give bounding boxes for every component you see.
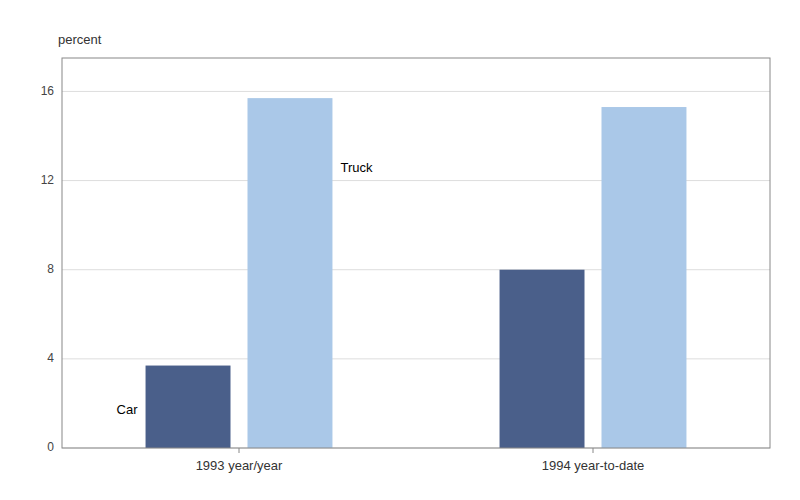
y-tick-label: 8 xyxy=(47,262,54,276)
bar xyxy=(601,107,686,448)
series-label: Truck xyxy=(340,160,373,175)
chart-svg: 0 4 8 12 16 1993 year/year 1994 year-to-date pe… xyxy=(0,0,800,500)
y-tick-label: 12 xyxy=(41,173,55,187)
y-tick-label: 0 xyxy=(47,440,54,454)
bar xyxy=(247,98,332,448)
grid xyxy=(62,91,770,448)
y-tick-label: 16 xyxy=(41,84,55,98)
x-tick xyxy=(239,448,240,453)
x-tick xyxy=(593,448,594,453)
x-tick-label: 1994 year-to-date xyxy=(542,458,645,473)
series-label: Car xyxy=(117,402,139,417)
x-tick-label: 1993 year/year xyxy=(196,458,283,473)
grid-line xyxy=(62,91,770,92)
bars xyxy=(146,98,687,448)
bar xyxy=(146,366,231,448)
y-axis-label: percent xyxy=(58,32,102,47)
chart-container: 0 4 8 12 16 1993 year/year 1994 year-to-date pe… xyxy=(0,0,800,500)
y-tick-label: 4 xyxy=(47,351,54,365)
bar xyxy=(500,270,585,448)
plot-frame xyxy=(62,58,770,448)
